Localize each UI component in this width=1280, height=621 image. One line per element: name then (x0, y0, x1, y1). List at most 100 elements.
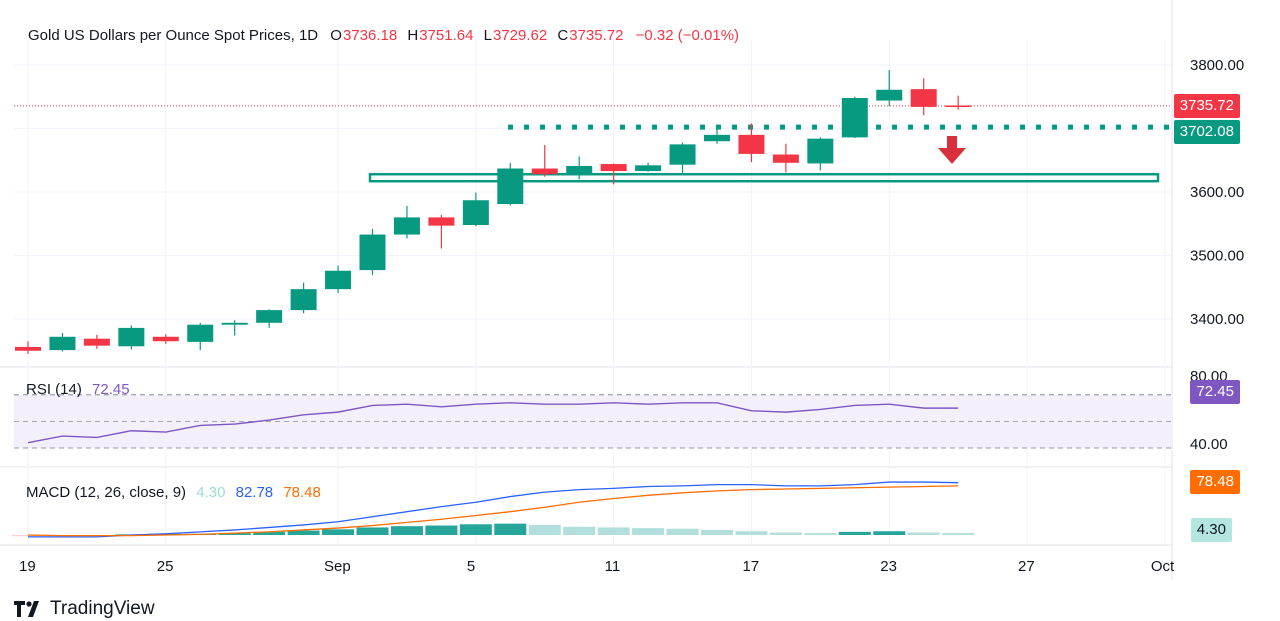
rsi-legend: RSI (14) 72.45 (26, 381, 130, 398)
price-axis-label: 3600.00 (1190, 184, 1244, 201)
candles (15, 70, 972, 354)
macd-histogram-bar (804, 533, 837, 535)
rsi-value: 72.45 (92, 381, 130, 398)
brand-name: TradingView (50, 598, 155, 619)
candle-body (187, 324, 214, 342)
macd-histogram-bar (322, 529, 355, 535)
candle-body (15, 346, 41, 351)
price-axis-label: 3800.00 (1190, 57, 1244, 74)
macd-signal-tag: 78.48 (1190, 470, 1240, 494)
high-label: H (407, 27, 419, 44)
macd-histogram-bar (735, 531, 768, 535)
macd-histogram-bar (287, 530, 320, 535)
support-zone-box (368, 172, 1160, 183)
macd-histogram-bar (425, 525, 458, 535)
change-value: −0.32 (−0.01%) (635, 27, 740, 44)
time-axis-label: Sep (324, 558, 351, 575)
macd-hist-value: 4.30 (196, 484, 226, 501)
candle-body (118, 327, 145, 347)
time-axis-label: 19 (19, 558, 36, 575)
rsi-line (27, 402, 959, 444)
macd-histogram-bar (701, 529, 733, 535)
rsi-label: RSI (14) (26, 381, 82, 398)
candle-body (428, 217, 455, 226)
macd-histogram-bar (563, 526, 596, 535)
candle-body (566, 165, 593, 175)
candle-body (83, 338, 110, 346)
time-axis-label: 11 (605, 558, 621, 575)
rsi-level-label: 40.00 (1190, 436, 1228, 453)
symbol-title: Gold US Dollars per Ounce Spot Prices, 1… (28, 27, 319, 44)
candle-body (290, 289, 317, 311)
candle-body (807, 138, 834, 164)
candle-body (531, 168, 558, 175)
candle-body (497, 168, 524, 205)
price-axis-label: 3500.00 (1190, 248, 1244, 265)
macd-histogram-bar (356, 527, 389, 535)
candle-body (704, 134, 730, 142)
macd-hist-tag: 4.30 (1190, 518, 1232, 542)
signal-line (27, 485, 959, 537)
macd-histogram-bar (942, 533, 975, 535)
candle-body (393, 217, 420, 235)
candle-body (669, 144, 696, 165)
support-zone (14, 105, 1172, 183)
low-label: L (483, 27, 492, 44)
main-legend: Gold US Dollars per Ounce Spot Prices, 1… (28, 27, 739, 44)
macd-signal-value: 78.48 (283, 484, 321, 501)
candle-body (738, 134, 765, 154)
time-axis-label: 17 (742, 558, 759, 575)
candle-body (152, 336, 179, 342)
macd-histogram-bar (253, 531, 286, 535)
macd-label: MACD (12, 26, close, 9) (26, 484, 187, 501)
macd-histogram-bar (769, 532, 802, 535)
candle-body (359, 234, 386, 271)
macd-histogram-bar (632, 528, 665, 535)
candle-body (772, 154, 799, 163)
rsi-tag: 72.45 (1190, 380, 1240, 404)
macd-histogram-bar (597, 527, 630, 535)
close-label: C (557, 27, 569, 44)
candle-body (910, 89, 937, 107)
candle-body (462, 200, 489, 226)
last-price-tag: 3735.72 (1173, 94, 1240, 118)
macd-histogram-bar (873, 531, 906, 535)
candle-body (49, 336, 76, 351)
candle-body (876, 89, 903, 101)
open-label: O (330, 27, 342, 44)
high-value: 3751.64 (419, 27, 474, 44)
macd-pane (12, 481, 975, 538)
macd-histogram-bar (390, 526, 423, 535)
time-axis-label: Oct (1151, 558, 1175, 575)
macd-histogram-bar (666, 528, 699, 535)
brand[interactable]: TradingView (14, 598, 155, 620)
macd-line-value: 82.78 (235, 484, 274, 501)
macd-legend: MACD (12, 26, close, 9) 4.30 82.78 78.48 (26, 484, 321, 501)
low-value: 3729.62 (492, 27, 548, 44)
candle-body (635, 165, 662, 172)
price-axis-label: 3400.00 (1190, 311, 1244, 328)
time-axis-label: 27 (1018, 558, 1035, 575)
candle-body (841, 98, 868, 138)
macd-histogram-bar (494, 523, 527, 535)
macd-histogram-bar (907, 532, 940, 535)
candle-body (600, 164, 627, 172)
level-price-tag: 3702.08 (1173, 120, 1240, 144)
time-axis-label: 25 (157, 558, 174, 575)
axes: 3800.003600.003500.003400.0080.0040.0019… (19, 57, 1244, 575)
tradingview-logo-icon (14, 601, 39, 617)
open-value: 3736.18 (342, 27, 398, 44)
macd-histogram-bar (838, 531, 871, 535)
candle-body (221, 322, 248, 325)
close-value: 3735.72 (569, 27, 624, 44)
candle-body (256, 310, 283, 323)
macd-histogram-bar (528, 524, 561, 535)
arrow-down-icon (938, 136, 966, 164)
macd-histogram-bar (459, 524, 492, 535)
macd-line (28, 481, 959, 538)
arrow-down-shape (938, 136, 966, 164)
candle-body (945, 105, 972, 108)
rsi-pane (14, 394, 1172, 449)
candle-body (325, 270, 352, 290)
